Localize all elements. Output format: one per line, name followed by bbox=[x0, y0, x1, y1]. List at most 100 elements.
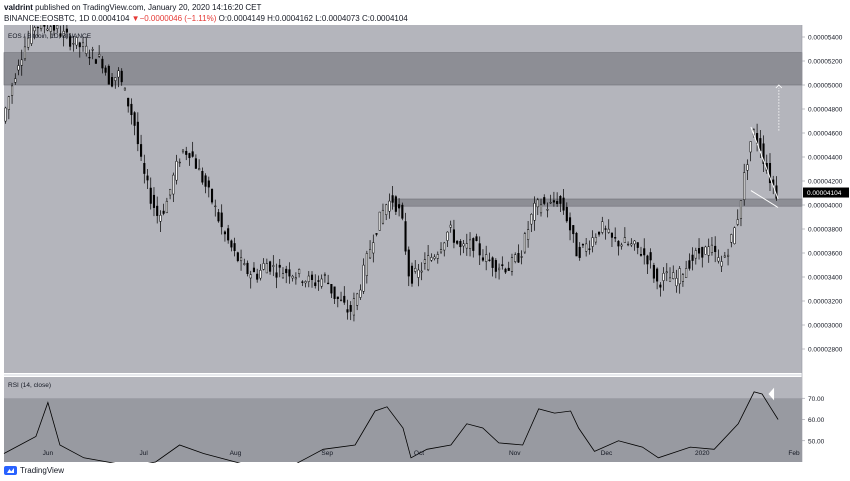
candle-body bbox=[494, 260, 497, 272]
candle-body bbox=[317, 280, 320, 282]
candle-body bbox=[291, 275, 294, 279]
candle-body bbox=[65, 28, 68, 33]
candle-body bbox=[220, 212, 223, 228]
time-tick-label: Nov bbox=[509, 450, 521, 457]
candle-body bbox=[194, 158, 197, 169]
candle-body bbox=[556, 201, 559, 205]
candle-body bbox=[533, 202, 536, 221]
candle-body bbox=[710, 244, 713, 254]
candle-body bbox=[281, 273, 285, 279]
candle-body bbox=[256, 273, 259, 280]
candle-body bbox=[443, 242, 446, 251]
price-chart[interactable]: EOS / Bitcoin, 1D, BINANCE 0.00005400 0.00… bbox=[0, 25, 850, 463]
candle-body bbox=[417, 269, 420, 278]
time-tick-label: Dec bbox=[601, 450, 613, 457]
candle-body bbox=[269, 261, 272, 272]
candle-body bbox=[636, 242, 639, 248]
candle-body bbox=[378, 211, 381, 231]
candle-body bbox=[43, 25, 46, 27]
candle-body bbox=[152, 194, 156, 208]
candle-body bbox=[343, 295, 346, 303]
candle-body bbox=[543, 197, 546, 204]
candle-body bbox=[323, 274, 326, 276]
candle-body bbox=[681, 274, 684, 282]
candle-body bbox=[488, 259, 491, 261]
candle-body bbox=[262, 263, 265, 270]
candle-body bbox=[181, 149, 185, 153]
publish-line: valdrint published on TradingView.com, J… bbox=[4, 3, 261, 12]
candle-body bbox=[514, 254, 517, 262]
candle-body bbox=[101, 58, 104, 69]
candle-body bbox=[478, 243, 481, 256]
candle-body bbox=[507, 267, 510, 271]
candle-body bbox=[733, 227, 736, 245]
time-tick-label: Feb bbox=[788, 450, 800, 457]
candle-body bbox=[601, 221, 604, 233]
price-tick-label: 0.00004600 bbox=[808, 131, 843, 138]
footer-brand: TradingView bbox=[4, 466, 64, 475]
candle-body bbox=[643, 248, 646, 256]
tradingview-logo-icon bbox=[4, 466, 17, 475]
candle-body bbox=[333, 286, 336, 299]
candle-body bbox=[475, 236, 478, 241]
candle-body bbox=[156, 205, 159, 216]
candle-body bbox=[178, 161, 181, 164]
candle-body bbox=[398, 204, 401, 209]
brand-name: TradingView bbox=[20, 466, 65, 475]
candle-body bbox=[588, 248, 591, 250]
candle-body bbox=[385, 204, 388, 215]
candle-body bbox=[539, 204, 543, 214]
candle-body bbox=[127, 97, 130, 107]
price-tick-label: 0.00003000 bbox=[808, 323, 843, 330]
candle-body bbox=[249, 274, 252, 279]
candle-body bbox=[304, 281, 307, 284]
candle-body bbox=[620, 244, 623, 247]
pane-title: EOS / Bitcoin, 1D, BINANCE bbox=[8, 33, 92, 40]
candle-body bbox=[617, 240, 620, 247]
candle-body bbox=[201, 170, 204, 183]
candle-body bbox=[59, 33, 62, 37]
change-arrow-icon: ▼ bbox=[131, 14, 140, 23]
symbol-label: BINANCE:EOSBTC, 1D bbox=[4, 14, 90, 23]
candle-body bbox=[227, 228, 230, 241]
time-tick-label: Oct bbox=[414, 450, 424, 457]
candle-body bbox=[236, 252, 239, 261]
rsi-tick-label: 70.00 bbox=[808, 396, 825, 403]
candle-body bbox=[165, 200, 168, 214]
candle-body bbox=[652, 265, 655, 279]
rsi-title: RSI (14, close) bbox=[8, 382, 51, 389]
candle-body bbox=[98, 53, 101, 57]
rsi-tick-label: 50.00 bbox=[808, 438, 825, 445]
candle-body bbox=[78, 42, 81, 48]
candle-body bbox=[607, 228, 610, 233]
candle-body bbox=[175, 161, 178, 181]
candle-body bbox=[527, 229, 530, 240]
candle-body bbox=[668, 277, 672, 282]
candle-body bbox=[468, 239, 472, 249]
candle-body bbox=[739, 200, 743, 219]
candle-body bbox=[352, 298, 355, 316]
candle-body bbox=[598, 231, 601, 235]
candle-body bbox=[278, 264, 281, 268]
candle-body bbox=[520, 256, 523, 258]
candle-body bbox=[549, 201, 552, 204]
price-tick-label: 0.00004400 bbox=[808, 155, 843, 162]
candle-body bbox=[327, 282, 330, 285]
candle-body bbox=[446, 231, 449, 241]
author-name[interactable]: valdrint bbox=[4, 3, 33, 12]
last-price-tag bbox=[803, 187, 849, 198]
candle-body bbox=[88, 56, 91, 59]
candle-body bbox=[585, 243, 588, 252]
candle-body bbox=[391, 195, 394, 203]
candle-body bbox=[365, 253, 368, 276]
candle-body bbox=[4, 107, 7, 122]
candle-body bbox=[459, 240, 462, 248]
candle-body bbox=[104, 67, 107, 73]
candle-body bbox=[649, 252, 652, 261]
candle-body bbox=[223, 231, 226, 235]
candle-body bbox=[633, 240, 636, 245]
candle-body bbox=[81, 42, 85, 47]
candle-body bbox=[110, 77, 114, 87]
candle-body bbox=[717, 257, 720, 262]
candle-body bbox=[665, 271, 668, 274]
